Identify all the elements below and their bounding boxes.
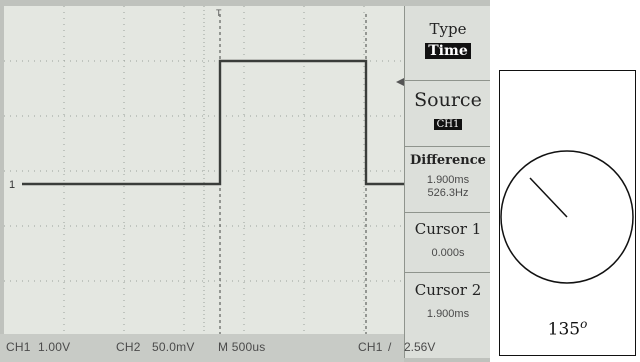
ch1-trace [22,59,404,186]
trigger-channel: CH1 [358,340,383,354]
trigger-slope: / [388,340,392,354]
difference-time: 1.900ms [426,174,470,186]
timebase: M 500us [218,340,266,354]
phase-angle-unit: o [580,317,588,331]
phase-circle-svg [500,150,634,284]
trigger-level-marker [396,78,404,86]
graticule [4,6,404,336]
cursor2-value: 1.900ms [426,308,470,320]
status-bar: CH1 1.00V CH2 50.0mV M 500us CH1 / [0,334,404,362]
ch1-label: CH1 [6,340,31,354]
type-value: Time [425,43,471,59]
ch1-scale: 1.00V [38,340,71,354]
cursor1-label: Cursor 1 [414,220,482,238]
scope-screen: T 1 [4,6,404,336]
phase-diagram: 135o [499,70,636,356]
source-label: Source [414,89,482,111]
cursor2-label: Cursor 2 [414,281,482,299]
source-value: CH1 [433,119,463,130]
waveform-display: T 1 [4,6,404,336]
cursor1-value: 0.000s [431,247,465,259]
menu-source[interactable]: Source CH1 [405,80,490,147]
trigger-position-marker: T [216,8,222,18]
type-label: Type [429,20,467,38]
trigger-level: 2.56V [404,340,436,354]
oscilloscope-photo: T 1 Type Time Source CH1 Difference 1.90… [0,0,490,362]
menu-difference: Difference 1.900ms 526.3Hz [405,146,490,213]
difference-label: Difference [410,153,486,168]
phase-circle [500,150,634,284]
ch2-label: CH2 [116,340,141,354]
phase-pointer [529,177,568,218]
ch1-ground-marker: 1 [9,179,15,191]
menu-type[interactable]: Type Time [405,6,490,81]
ch2-scale: 50.0mV [152,340,195,354]
menu-cursor-1[interactable]: Cursor 1 0.000s [405,212,490,273]
softkey-menu: Type Time Source CH1 Difference 1.900ms … [404,6,490,358]
phase-angle-value: 135 [547,319,581,340]
difference-freq: 526.3Hz [427,187,469,199]
phase-angle-label: 135o [500,317,635,340]
menu-cursor-2[interactable]: Cursor 2 1.900ms [405,272,490,338]
